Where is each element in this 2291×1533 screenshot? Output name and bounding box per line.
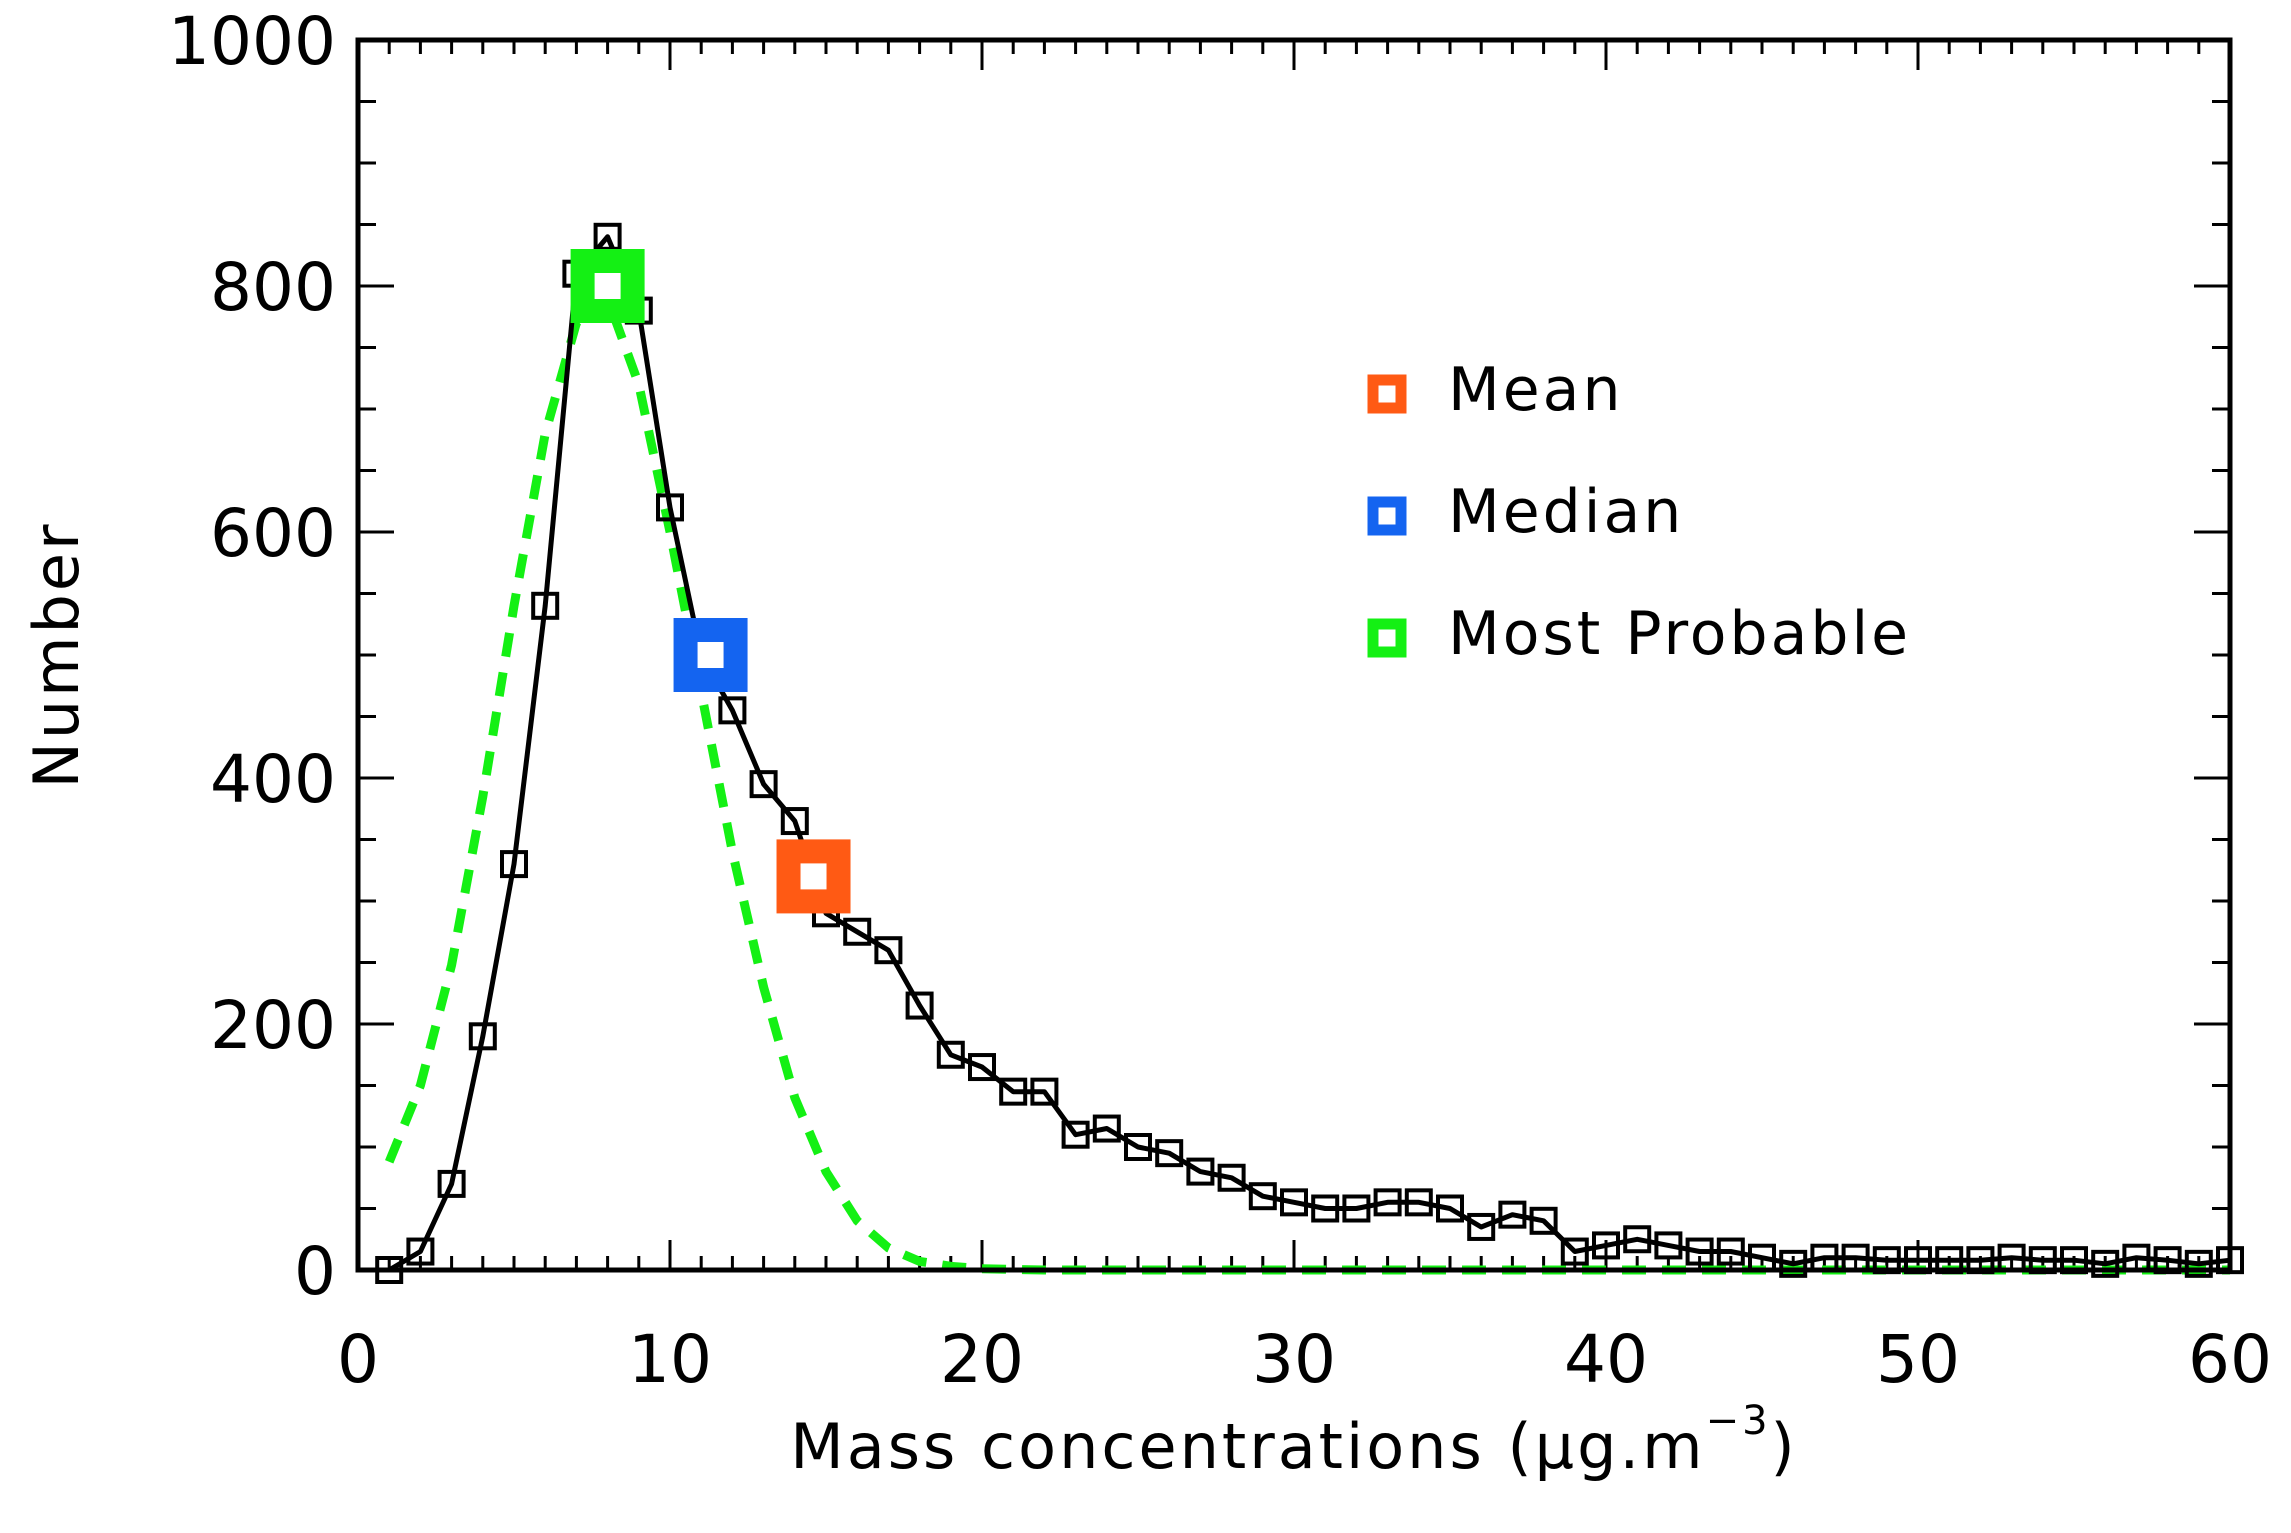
axis-ticks [356, 38, 2232, 1272]
legend-swatch-most-probable [1367, 618, 1407, 658]
data-point-marker [1186, 1157, 1215, 1186]
data-point-marker [1030, 1077, 1059, 1106]
legend-item-mean: Mean [1367, 355, 1623, 425]
legend-item-most-probable: Most Probable [1367, 599, 1911, 669]
y-tick-label: 800 [210, 249, 336, 326]
data-point-marker [1311, 1194, 1340, 1223]
x-tick-label: 40 [1564, 1321, 1648, 1398]
legend-swatch-median [1367, 496, 1407, 536]
data-point-marker [936, 1040, 965, 1069]
plot-frame [355, 37, 2233, 1273]
statistic-marker-median [673, 618, 748, 692]
y-tick-label: 200 [210, 987, 336, 1064]
x-tick-label: 0 [337, 1321, 379, 1398]
legend-label-median: Median [1448, 477, 1684, 547]
data-point-marker [1467, 1212, 1496, 1241]
data-point-marker [593, 222, 622, 251]
x-axis-title-superscript: −3 [1706, 1398, 1771, 1444]
data-point-marker [874, 936, 903, 965]
data-point-marker [999, 1077, 1028, 1106]
legend-label-most-probable: Most Probable [1448, 599, 1911, 669]
data-point-marker [1124, 1133, 1152, 1161]
x-tick-label: 30 [1252, 1321, 1336, 1398]
x-axis-title-end: ) [1771, 1410, 1798, 1483]
data-point-marker [749, 770, 778, 799]
data-point-marker [437, 1169, 466, 1198]
statistic-markers-layer [570, 249, 851, 914]
statistic-marker-most-probable [570, 249, 645, 323]
data-point-marker [1061, 1120, 1090, 1149]
y-tick-label: 600 [210, 495, 336, 572]
statistic-marker-mean [776, 839, 851, 914]
x-axis-title-main: Mass concentrations (μg.m [790, 1410, 1705, 1483]
data-point-marker [1217, 1163, 1246, 1192]
data-point-marker [1592, 1231, 1620, 1260]
data-point-marker [656, 493, 684, 522]
data-point-marker [1623, 1225, 1652, 1254]
data-point-marker [1092, 1114, 1121, 1143]
data-point-marker [905, 991, 934, 1020]
x-tick-label: 50 [1876, 1321, 1960, 1398]
data-point-marker [468, 1022, 497, 1051]
x-axis-title: Mass concentrations (μg.m−3) [790, 1398, 1797, 1483]
legend-label-mean: Mean [1448, 355, 1623, 425]
data-point-marker [531, 591, 560, 620]
legend-swatch-mean [1367, 374, 1407, 414]
data-point-marker [1155, 1139, 1184, 1168]
data-point-marker [1529, 1206, 1558, 1235]
data-point-marker [1779, 1249, 1808, 1278]
histogram-series-layer [375, 222, 2244, 1284]
fit-curve-layer [385, 290, 2230, 1275]
data-point-marker [968, 1053, 996, 1082]
data-point-marker [1342, 1194, 1371, 1223]
fit-curve-line [385, 290, 2230, 1275]
y-axis-title: Number [20, 521, 93, 788]
data-point-marker [1654, 1231, 1683, 1260]
y-tick-label: 1000 [168, 3, 336, 80]
data-point-marker [1716, 1237, 1745, 1266]
data-point-marker [1373, 1188, 1402, 1217]
data-point-marker [718, 696, 747, 725]
data-point-marker [1280, 1188, 1308, 1217]
legend-item-median: Median [1367, 477, 1684, 547]
data-point-marker [2184, 1249, 2213, 1278]
data-point-marker [1436, 1194, 1464, 1223]
x-tick-label: 10 [628, 1321, 712, 1398]
data-point-marker [2091, 1249, 2120, 1278]
y-tick-label: 400 [210, 741, 336, 818]
legend: Mean Median Most Probable [1367, 355, 1911, 669]
data-point-marker [1685, 1237, 1714, 1266]
data-point-marker [780, 807, 809, 836]
x-tick-label: 20 [940, 1321, 1024, 1398]
data-point-marker [406, 1237, 435, 1266]
data-point-marker [500, 850, 528, 879]
histogram-line [387, 234, 2231, 1273]
data-point-marker [1248, 1182, 1277, 1211]
y-tick-label: 0 [294, 1233, 336, 1310]
data-point-marker [1404, 1188, 1433, 1217]
data-point-marker [843, 917, 872, 946]
data-point-marker [1560, 1237, 1589, 1266]
data-point-marker [1498, 1200, 1527, 1229]
x-tick-label: 60 [2188, 1321, 2272, 1398]
